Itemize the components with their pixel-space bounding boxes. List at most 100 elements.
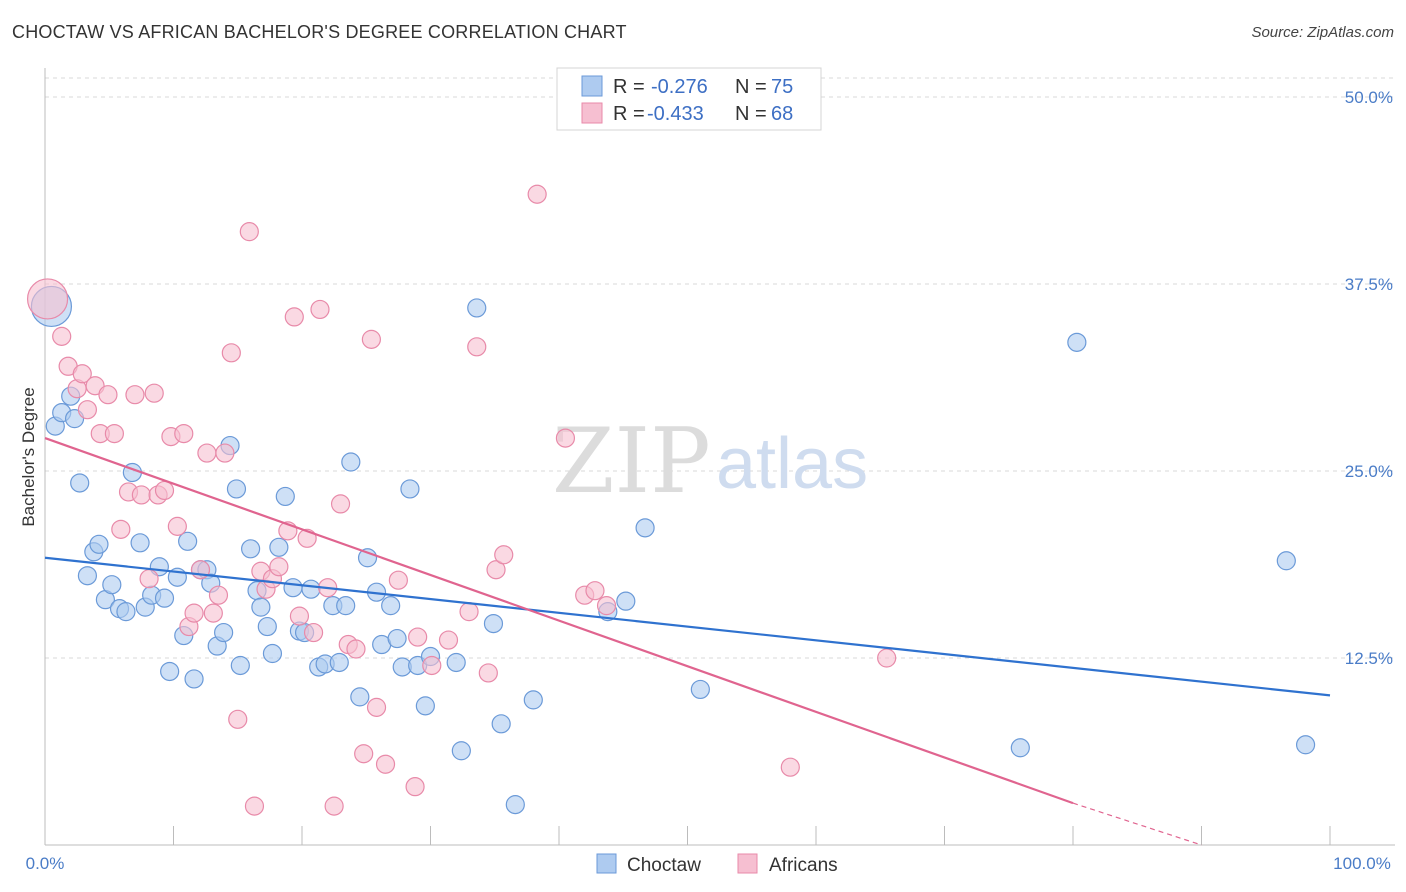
y-tick-label: 12.5% bbox=[1345, 649, 1393, 668]
choctaw-point bbox=[483, 613, 504, 634]
bottom-legend-label-africans: Africans bbox=[769, 855, 838, 876]
choctaw-point bbox=[329, 652, 349, 673]
choctaw-point bbox=[214, 622, 234, 643]
africans-point bbox=[405, 777, 425, 797]
africans-point bbox=[215, 443, 235, 463]
choctaw-point bbox=[387, 628, 407, 649]
axes-layer bbox=[44, 68, 1395, 846]
choctaw-point bbox=[523, 690, 543, 710]
watermark-zip: ZIP bbox=[552, 409, 711, 514]
stats-legend: R = -0.276 N = 75 R = -0.433 N = 68 bbox=[556, 67, 822, 131]
choctaw-point bbox=[102, 575, 122, 595]
africans-point bbox=[98, 385, 118, 405]
africans-point bbox=[361, 329, 381, 349]
africans-point bbox=[877, 648, 897, 668]
choctaw-point bbox=[70, 473, 90, 493]
choctaw-point bbox=[446, 652, 466, 673]
y-axis-label: Bachelor's Degree bbox=[19, 387, 38, 526]
africans-point bbox=[459, 602, 479, 622]
choctaw-point bbox=[381, 596, 401, 616]
choctaw-point bbox=[350, 687, 370, 707]
y-tick-labels: 12.5% 25.0% 37.5% 50.0% bbox=[1345, 88, 1393, 668]
trend-lines bbox=[44, 437, 1331, 846]
choctaw-point bbox=[400, 479, 420, 499]
choctaw-point bbox=[130, 533, 150, 553]
africans-point bbox=[478, 663, 498, 683]
y-tick-label: 37.5% bbox=[1345, 275, 1393, 294]
africans-point bbox=[26, 278, 69, 320]
africans-point bbox=[154, 480, 175, 501]
choctaw-point bbox=[262, 643, 283, 664]
choctaw-point bbox=[1276, 551, 1296, 571]
africans-point bbox=[330, 494, 351, 514]
africans-point bbox=[310, 299, 330, 320]
choctaw-point bbox=[491, 714, 511, 734]
choctaw-point bbox=[77, 566, 98, 586]
africans-point bbox=[324, 796, 344, 816]
choctaw-point bbox=[269, 537, 289, 557]
africans-point bbox=[52, 326, 72, 346]
africans-point bbox=[104, 424, 124, 444]
africans-point bbox=[284, 307, 304, 327]
choctaw-point bbox=[154, 588, 175, 608]
africans-point bbox=[527, 184, 547, 204]
africans-point bbox=[388, 570, 408, 590]
africans-point bbox=[438, 630, 459, 650]
bottom-legend-swatch-choctaw bbox=[596, 853, 617, 874]
legend-r-value-1: -0.276 bbox=[651, 76, 708, 98]
legend-n-value-1: 75 bbox=[771, 76, 793, 98]
africans-point bbox=[354, 744, 374, 764]
legend-r-label-1: R = bbox=[613, 76, 645, 98]
choctaw-point bbox=[226, 479, 247, 499]
africans-point bbox=[555, 428, 576, 448]
africans-point bbox=[467, 337, 487, 357]
africans-point bbox=[125, 385, 145, 405]
choctaw-point bbox=[1010, 738, 1030, 758]
y-tick-label: 50.0% bbox=[1345, 88, 1393, 107]
choctaw-point bbox=[89, 534, 109, 554]
africans-points bbox=[26, 184, 897, 816]
africans-point bbox=[111, 519, 131, 539]
africans-point bbox=[203, 603, 223, 623]
africans-point bbox=[221, 343, 241, 363]
africans-point bbox=[780, 757, 800, 777]
africans-point bbox=[486, 560, 506, 580]
africans-point bbox=[303, 622, 324, 643]
africans-point bbox=[585, 581, 605, 601]
legend-swatch-choctaw bbox=[581, 75, 603, 97]
choctaw-point bbox=[257, 616, 277, 637]
africans-point bbox=[494, 545, 514, 565]
choctaw-point bbox=[451, 741, 471, 761]
choctaw-point bbox=[275, 486, 295, 507]
choctaw-point bbox=[230, 655, 250, 676]
choctaw-point bbox=[415, 696, 435, 716]
africans-point bbox=[139, 569, 159, 589]
x-tick-label-max: 100.0% bbox=[1333, 854, 1391, 873]
y-tick-label: 25.0% bbox=[1345, 462, 1393, 481]
africans-point bbox=[244, 796, 265, 816]
choctaw-point bbox=[616, 591, 636, 611]
legend-r-label-2: R = bbox=[613, 103, 645, 125]
choctaw-point bbox=[160, 661, 180, 682]
source-label: Source: ZipAtlas.com bbox=[1251, 24, 1394, 41]
africans-point bbox=[366, 697, 387, 717]
legend-n-label-1: N = bbox=[735, 76, 767, 98]
x-tick-label-min: 0.0% bbox=[26, 854, 65, 873]
africans-point bbox=[289, 606, 310, 626]
series-legend: Choctaw Africans bbox=[596, 853, 838, 876]
africans-point bbox=[131, 485, 151, 505]
legend-n-value-2: 68 bbox=[771, 103, 793, 125]
africans-point bbox=[72, 364, 92, 384]
choctaw-point bbox=[690, 679, 710, 700]
africans-point bbox=[208, 585, 229, 605]
chart-title: CHOCTAW VS AFRICAN BACHELOR'S DEGREE COR… bbox=[12, 22, 627, 42]
africans-point bbox=[197, 443, 217, 463]
choctaw-point bbox=[336, 596, 356, 616]
africans-point bbox=[144, 383, 164, 403]
africans-point bbox=[77, 400, 98, 420]
grid-layer bbox=[45, 77, 1395, 659]
africans-point bbox=[408, 627, 428, 647]
africans-trend-line bbox=[44, 437, 1074, 805]
choctaw-point bbox=[283, 578, 303, 598]
